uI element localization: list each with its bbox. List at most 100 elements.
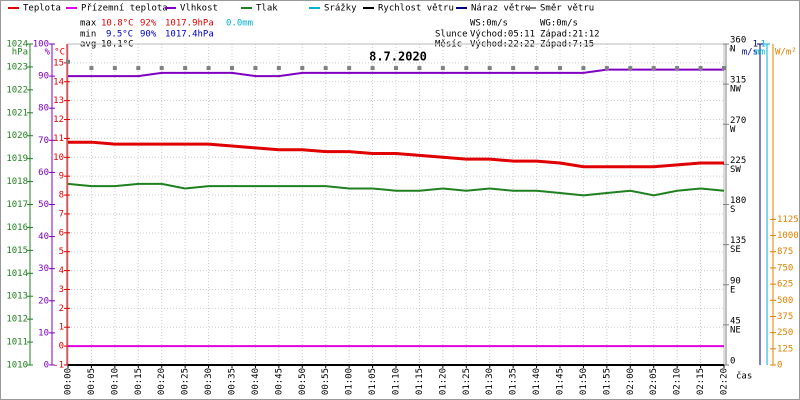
y-tick-label: 1	[761, 40, 766, 50]
x-tick-label: 01:00	[345, 368, 355, 395]
axis-unit: mm	[754, 48, 765, 58]
direction-point	[675, 66, 680, 71]
x-tick-label: 01:50	[579, 368, 589, 395]
x-tick-label: 01:45	[556, 368, 566, 395]
y-tick-label: 1024	[6, 40, 28, 50]
y-tick-label: 40	[38, 232, 49, 242]
x-tick-label: 02:00	[626, 368, 636, 395]
y-tick-label: 1023	[6, 62, 28, 72]
stat: min	[80, 30, 96, 40]
y-tick-label: 875	[777, 247, 793, 257]
sun-info: Západ:21:12	[540, 30, 600, 40]
direction-point	[698, 66, 703, 71]
y-tick-label: 1020	[6, 131, 28, 141]
y-tick-label: 12	[53, 115, 64, 125]
axis-unit: °C	[54, 48, 65, 58]
y-tick-label: 0	[777, 361, 782, 371]
y-tick-label: 270	[730, 116, 746, 126]
series-line	[68, 68, 724, 78]
y-tick-label: 8	[59, 191, 64, 201]
x-tick-label: 01:10	[392, 368, 402, 395]
direction-point	[300, 66, 305, 71]
direction-point	[230, 66, 234, 71]
x-tick-label: 02:05	[649, 368, 659, 395]
direction-point	[722, 66, 726, 71]
x-tick-label: 01:30	[485, 368, 495, 395]
stat: 1017.4hPa	[165, 30, 214, 40]
direction-point	[370, 66, 375, 71]
x-tick-label: 00:15	[134, 368, 144, 395]
x-tick-label: 02:20	[720, 368, 730, 395]
y-tick-label: 1012	[6, 315, 28, 325]
direction-point	[558, 66, 562, 71]
direction-point	[440, 66, 445, 71]
y-tick-label: 70	[38, 136, 49, 146]
direction-point	[136, 66, 141, 71]
y-tick-label: 11	[53, 134, 64, 144]
compass-label: NE	[730, 325, 741, 335]
stat: 9.5°C	[106, 30, 133, 40]
wind-info: WS:0m/s	[470, 19, 508, 29]
y-tick-label: 1010	[6, 361, 28, 371]
axis-unit: hPa	[12, 48, 28, 58]
legend-label: Vlhkost	[180, 4, 218, 14]
y-tick-label: 1	[753, 40, 758, 50]
series-line	[67, 182, 725, 197]
y-tick-label: 1015	[6, 246, 28, 256]
legend-label: Rychlost větru	[378, 4, 454, 14]
series-line	[68, 140, 724, 169]
compass-label: SE	[730, 245, 741, 255]
compass-label: W	[730, 125, 736, 135]
y-tick-label: 45	[730, 316, 741, 326]
y-tick-label: 1011	[6, 338, 28, 348]
chart-title: 8.7.2020	[369, 50, 427, 64]
y-tick-label: 100	[33, 40, 49, 50]
x-tick-label: 00:55	[321, 368, 331, 395]
y-tick-label: 125	[777, 344, 793, 354]
y-tick-label: 5	[59, 247, 64, 257]
y-tick-label: 6	[59, 228, 64, 238]
y-tick-label: 0	[59, 342, 64, 352]
y-tick-label: 1013	[6, 292, 28, 302]
x-tick-label: 02:10	[673, 368, 683, 395]
x-tick-label: 02:15	[696, 368, 706, 395]
y-tick-label: 1022	[6, 85, 28, 95]
y-tick-label: 180	[730, 196, 746, 206]
y-tick-label: 15	[53, 58, 64, 68]
y-tick-label: 135	[730, 236, 746, 246]
direction-point	[253, 66, 258, 71]
stat: 92%	[140, 19, 157, 29]
y-tick-label: 1019	[6, 154, 28, 164]
y-tick-label: 60	[38, 168, 49, 178]
direction-point	[417, 66, 422, 71]
direction-point	[394, 66, 398, 71]
y-tick-label: 1021	[6, 108, 28, 118]
wind-info: WG:0m/s	[540, 19, 578, 29]
y-tick-label: 80	[38, 104, 49, 114]
axis-unit: W/m²	[775, 48, 797, 58]
x-axis-label: čas	[736, 371, 752, 382]
y-tick-label: 375	[777, 312, 793, 322]
x-tick-label: 01:15	[415, 368, 425, 395]
y-tick-label: 20	[38, 296, 49, 306]
direction-point	[89, 66, 94, 71]
y-tick-label: 9	[59, 172, 64, 182]
y-tick-label: 0	[44, 361, 49, 371]
y-tick-label: 1016	[6, 223, 28, 233]
y-tick-label: 13	[53, 96, 64, 106]
x-tick-label: 00:50	[298, 368, 308, 395]
x-tick-label: 00:35	[228, 368, 238, 395]
x-tick-label: 01:20	[438, 368, 448, 395]
y-tick-label: 4	[59, 266, 64, 276]
axis-unit: %	[45, 48, 51, 58]
y-tick-label: 250	[777, 328, 793, 338]
compass-label: SW	[730, 165, 741, 175]
sun-info: Slunce	[435, 30, 468, 40]
direction-point	[347, 66, 352, 71]
x-tick-label: 00:45	[274, 368, 284, 395]
sun-info: Východ:05:11	[470, 30, 535, 40]
y-tick-label: 1018	[6, 177, 28, 187]
compass-label: NW	[730, 85, 741, 95]
direction-point	[464, 66, 469, 71]
direction-point	[604, 66, 609, 71]
